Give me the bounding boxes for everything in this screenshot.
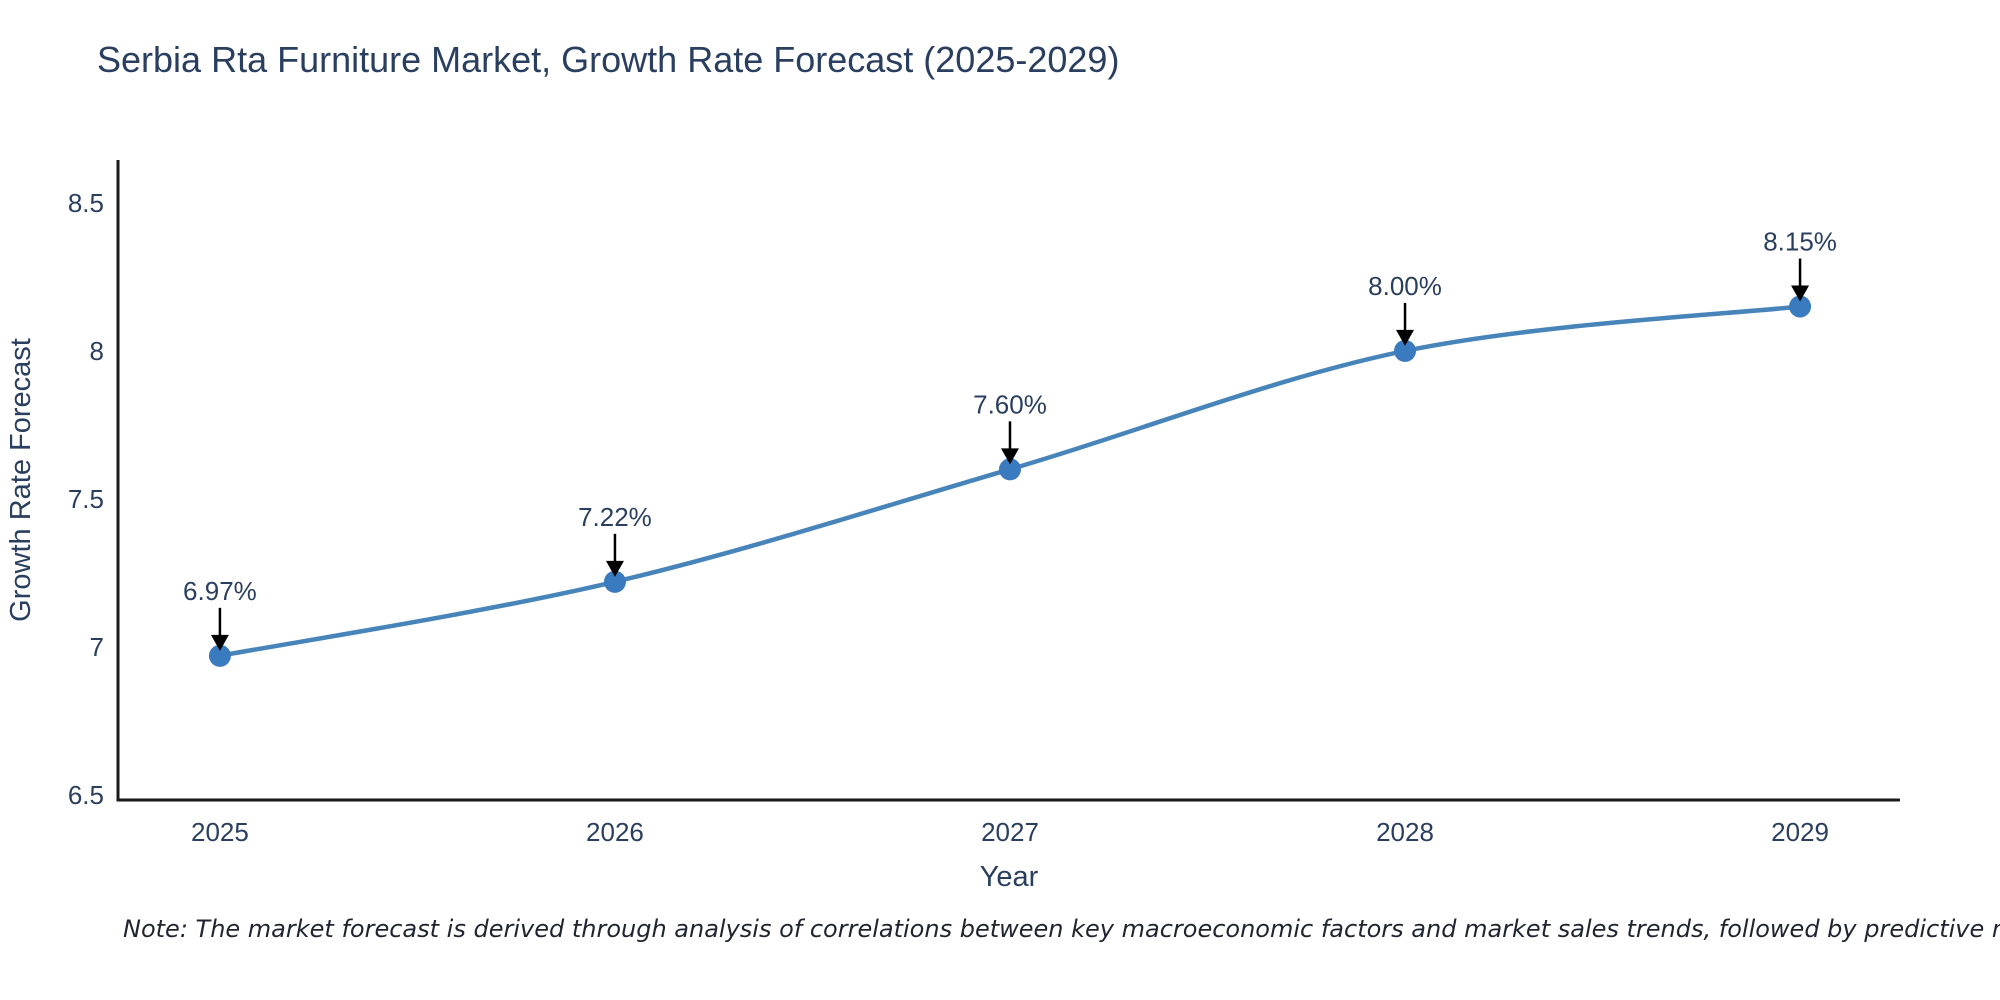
data-point-2029[interactable] — [1789, 295, 1812, 318]
annotation-arrow-head-2028 — [1396, 329, 1415, 346]
footnote: Note: The market forecast is derived thr… — [123, 915, 2000, 943]
y-tick-label-6.5: 6.5 — [68, 780, 104, 810]
y-axis-title: Growth Rate Forecast — [5, 338, 37, 622]
annotation-label-2027: 7.60% — [973, 389, 1047, 419]
annotation-arrow-head-2029 — [1791, 285, 1810, 302]
x-tick-label-2025: 2025 — [191, 817, 249, 847]
data-point-2025[interactable] — [208, 644, 231, 667]
x-tick-label-2028: 2028 — [1376, 817, 1434, 847]
annotation-label-2026: 7.22% — [578, 502, 652, 532]
y-tick-label-7.5: 7.5 — [68, 484, 104, 514]
annotation-label-2028: 8.00% — [1368, 271, 1442, 301]
y-tick-label-8.5: 8.5 — [68, 188, 104, 218]
axis-spines — [116, 160, 1900, 802]
annotation-arrow-head-2027 — [1000, 448, 1019, 465]
data-point-2027[interactable] — [998, 458, 1021, 481]
chart-title: Serbia Rta Furniture Market, Growth Rate… — [97, 39, 1120, 80]
x-tick-label-2026: 2026 — [586, 817, 644, 847]
annotation-arrow-head-2025 — [210, 634, 229, 651]
forecast-line — [217, 304, 1803, 659]
annotation-label-2029: 8.15% — [1763, 227, 1837, 257]
annotation-arrow-head-2026 — [605, 560, 624, 577]
x-tick-label-2029: 2029 — [1771, 817, 1829, 847]
annotation-label-2025: 6.97% — [183, 576, 257, 606]
data-point-2026[interactable] — [603, 570, 626, 593]
x-tick-label-2027: 2027 — [981, 817, 1039, 847]
y-tick-label-8: 8 — [90, 336, 104, 366]
y-tick-label-7: 7 — [90, 632, 104, 662]
x-axis-title: Year — [980, 861, 1039, 893]
data-point-2028[interactable] — [1394, 339, 1417, 362]
